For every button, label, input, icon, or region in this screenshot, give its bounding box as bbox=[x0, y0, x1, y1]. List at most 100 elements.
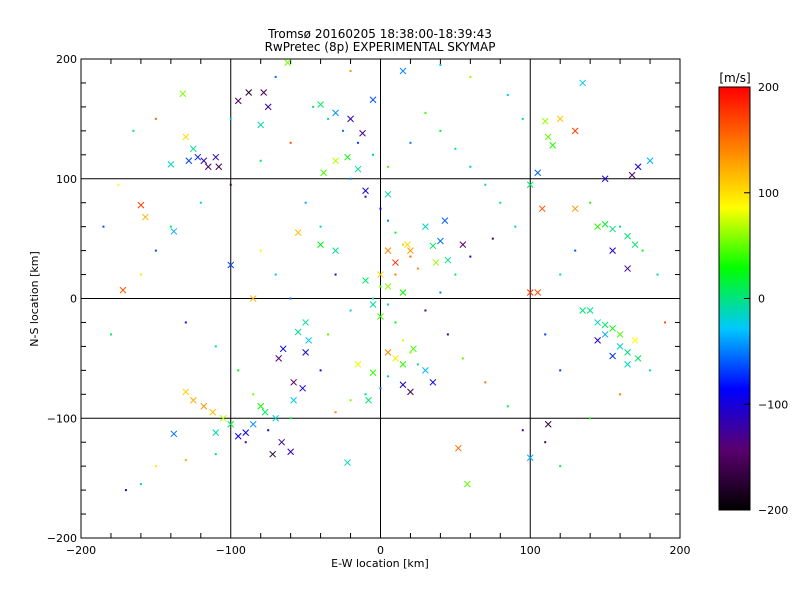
data-point-x bbox=[200, 402, 208, 410]
data-point-x bbox=[257, 121, 265, 129]
data-point-dot bbox=[349, 69, 352, 72]
data-point-x bbox=[170, 430, 178, 438]
data-point-dot bbox=[424, 309, 427, 312]
data-point-x bbox=[571, 205, 579, 213]
data-point-x bbox=[586, 307, 594, 314]
data-point-dot bbox=[469, 75, 472, 78]
data-point-x bbox=[399, 289, 407, 296]
data-point-x bbox=[422, 223, 429, 231]
data-point-x bbox=[601, 331, 609, 338]
data-point-dot bbox=[409, 351, 412, 354]
x-tick-labels: −200 −100 0 100 200 bbox=[66, 544, 691, 557]
data-point-dot bbox=[349, 399, 352, 402]
data-point-x bbox=[634, 163, 642, 171]
data-point-dot bbox=[289, 297, 292, 300]
data-point-dot bbox=[349, 177, 352, 180]
data-point-x bbox=[269, 450, 277, 458]
y-tick-label: 100 bbox=[56, 173, 77, 186]
data-point-dot bbox=[184, 321, 187, 324]
data-point-dot bbox=[589, 417, 592, 420]
data-point-dot bbox=[289, 417, 292, 420]
x-tick-label: −100 bbox=[216, 544, 246, 557]
data-point-x bbox=[227, 420, 235, 428]
y-tick-labels: −200 −100 0 100 200 bbox=[47, 53, 77, 545]
data-points bbox=[102, 59, 667, 492]
data-point-dot bbox=[439, 63, 442, 66]
data-point-dot bbox=[664, 321, 667, 324]
data-point-x bbox=[549, 141, 557, 149]
data-point-x bbox=[628, 171, 636, 179]
data-point-dot bbox=[454, 147, 457, 150]
data-point-dot bbox=[267, 429, 270, 432]
data-point-x bbox=[437, 237, 444, 245]
data-point-x bbox=[275, 355, 283, 362]
data-point-x bbox=[299, 384, 306, 392]
colorbar-tick-label: 0 bbox=[758, 293, 765, 306]
data-point-x bbox=[189, 145, 197, 153]
y-tick-label: −200 bbox=[47, 532, 77, 545]
data-point-x bbox=[294, 229, 302, 236]
data-point-dot bbox=[514, 225, 517, 228]
data-point-dot bbox=[499, 201, 502, 204]
data-point-x bbox=[609, 225, 616, 233]
data-point-x bbox=[344, 459, 351, 466]
data-point-x bbox=[290, 378, 297, 386]
data-point-x bbox=[534, 169, 542, 177]
data-point-x bbox=[317, 241, 324, 248]
data-point-dot bbox=[319, 225, 322, 228]
data-point-x bbox=[407, 247, 414, 254]
data-point-dot bbox=[416, 363, 419, 366]
data-point-dot bbox=[169, 225, 172, 228]
data-point-x bbox=[384, 247, 392, 254]
data-point-x bbox=[526, 289, 534, 296]
data-point-x bbox=[354, 165, 362, 173]
data-point-dot bbox=[319, 369, 322, 372]
data-point-x bbox=[278, 438, 286, 446]
data-point-x bbox=[526, 181, 534, 189]
data-point-dot bbox=[394, 231, 397, 234]
data-point-dot bbox=[394, 321, 397, 324]
data-point-x bbox=[362, 187, 369, 195]
grid-lines bbox=[81, 59, 680, 538]
data-point-dot bbox=[304, 201, 307, 204]
data-point-dot bbox=[619, 393, 622, 396]
data-point-x bbox=[609, 352, 616, 360]
data-point-x bbox=[234, 432, 242, 440]
data-point-x bbox=[616, 343, 624, 350]
data-point-dot bbox=[334, 411, 337, 414]
data-point-x bbox=[464, 480, 471, 488]
colorbar-tick-label: −100 bbox=[758, 398, 788, 411]
data-point-x bbox=[332, 109, 339, 117]
data-point-dot bbox=[274, 273, 277, 276]
data-point-x bbox=[287, 448, 295, 456]
data-point-x bbox=[526, 454, 534, 462]
data-point-x bbox=[646, 157, 654, 165]
data-point-x bbox=[538, 205, 546, 213]
data-point-x bbox=[601, 175, 609, 183]
data-point-dot bbox=[349, 309, 352, 312]
data-point-x bbox=[579, 79, 587, 87]
data-point-x bbox=[185, 157, 193, 165]
data-point-x bbox=[579, 307, 587, 314]
data-point-x bbox=[624, 265, 631, 272]
data-point-dot bbox=[364, 393, 367, 396]
data-point-dot bbox=[259, 159, 262, 162]
data-point-dot bbox=[559, 369, 562, 372]
data-point-x bbox=[410, 345, 417, 353]
data-point-dot bbox=[357, 141, 360, 144]
x-tick-label: 200 bbox=[670, 544, 691, 557]
data-point-x bbox=[631, 241, 639, 248]
data-point-x bbox=[245, 89, 253, 96]
y-tick-label: 200 bbox=[56, 53, 77, 66]
data-point-dot bbox=[199, 201, 202, 204]
data-point-x bbox=[354, 361, 362, 368]
data-point-x bbox=[204, 163, 212, 171]
data-point-x bbox=[219, 414, 227, 422]
data-point-x bbox=[249, 295, 257, 302]
data-point-x bbox=[234, 97, 242, 105]
data-point-dot bbox=[649, 369, 652, 372]
data-point-dot bbox=[139, 483, 142, 486]
data-point-x bbox=[249, 420, 257, 428]
data-point-x bbox=[571, 127, 579, 135]
data-point-dot bbox=[214, 453, 217, 456]
